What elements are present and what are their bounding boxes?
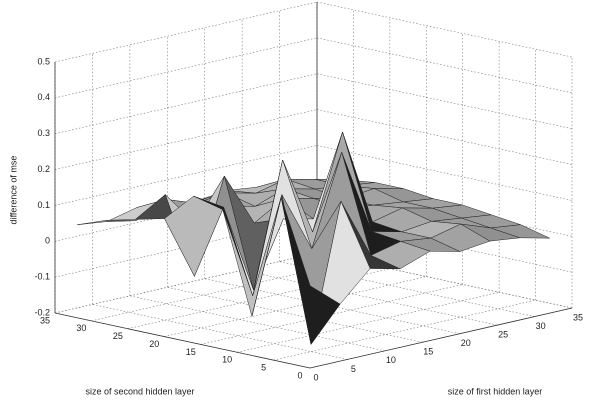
- grid-line: [54, 73, 318, 135]
- grid-line: [316, 145, 573, 201]
- z-tick-label: 0.3: [37, 128, 50, 138]
- y-tick-label: 10: [222, 355, 232, 365]
- y-axis-label: size of second hidden layer: [85, 386, 194, 396]
- grid-line: [316, 37, 573, 94]
- y-tick-label: 5: [261, 363, 266, 373]
- x-tick-label: 15: [423, 347, 433, 357]
- y-tick-label: 15: [186, 347, 196, 357]
- z-tick-label: -0.2: [34, 307, 50, 317]
- x-axis-label: size of first hidden layer: [448, 386, 543, 396]
- y-tick-label: 25: [113, 331, 123, 341]
- axis-line: [54, 312, 311, 369]
- x-tick-label: 0: [313, 372, 318, 382]
- grid-line: [92, 304, 348, 360]
- grid-line: [167, 286, 423, 343]
- y-tick-label: 20: [149, 339, 159, 349]
- grid-line: [54, 1, 318, 63]
- grid-line: [127, 268, 390, 330]
- z-tick-label: 0.1: [37, 200, 50, 210]
- x-tick-label: 35: [573, 312, 583, 322]
- grid-line: [316, 109, 573, 165]
- grid-line: [273, 299, 536, 361]
- grid-line: [54, 109, 318, 170]
- x-tick-label: 30: [536, 321, 546, 331]
- grid-line: [54, 145, 318, 206]
- grid-line: [129, 295, 385, 352]
- grid-line: [54, 252, 318, 314]
- grid-line: [237, 291, 500, 353]
- grid-line: [164, 276, 427, 337]
- z-tick-label: -0.1: [34, 272, 50, 282]
- z-tick-label: 0: [45, 236, 50, 246]
- surface-patch: [77, 220, 137, 226]
- z-tick-label: 0.2: [37, 164, 50, 174]
- z-axis-label: difference of mse: [8, 156, 18, 225]
- y-tick-label: 35: [40, 315, 50, 325]
- z-tick-label: 0.4: [37, 92, 50, 102]
- x-tick-label: 5: [351, 364, 356, 374]
- z-tick-label: 0.5: [37, 56, 50, 66]
- y-tick-label: 0: [297, 370, 302, 380]
- x-tick-label: 25: [498, 330, 508, 340]
- grid-line: [242, 269, 498, 326]
- grid-line: [91, 260, 354, 322]
- y-tick-label: 30: [76, 323, 86, 333]
- grid-line: [316, 73, 573, 130]
- surface-patch: [280, 196, 341, 346]
- x-tick-label: 10: [386, 355, 396, 365]
- grid-line: [316, 1, 573, 58]
- x-tick-label: 20: [461, 338, 471, 348]
- grid-line: [54, 37, 318, 99]
- axis-line: [309, 307, 573, 369]
